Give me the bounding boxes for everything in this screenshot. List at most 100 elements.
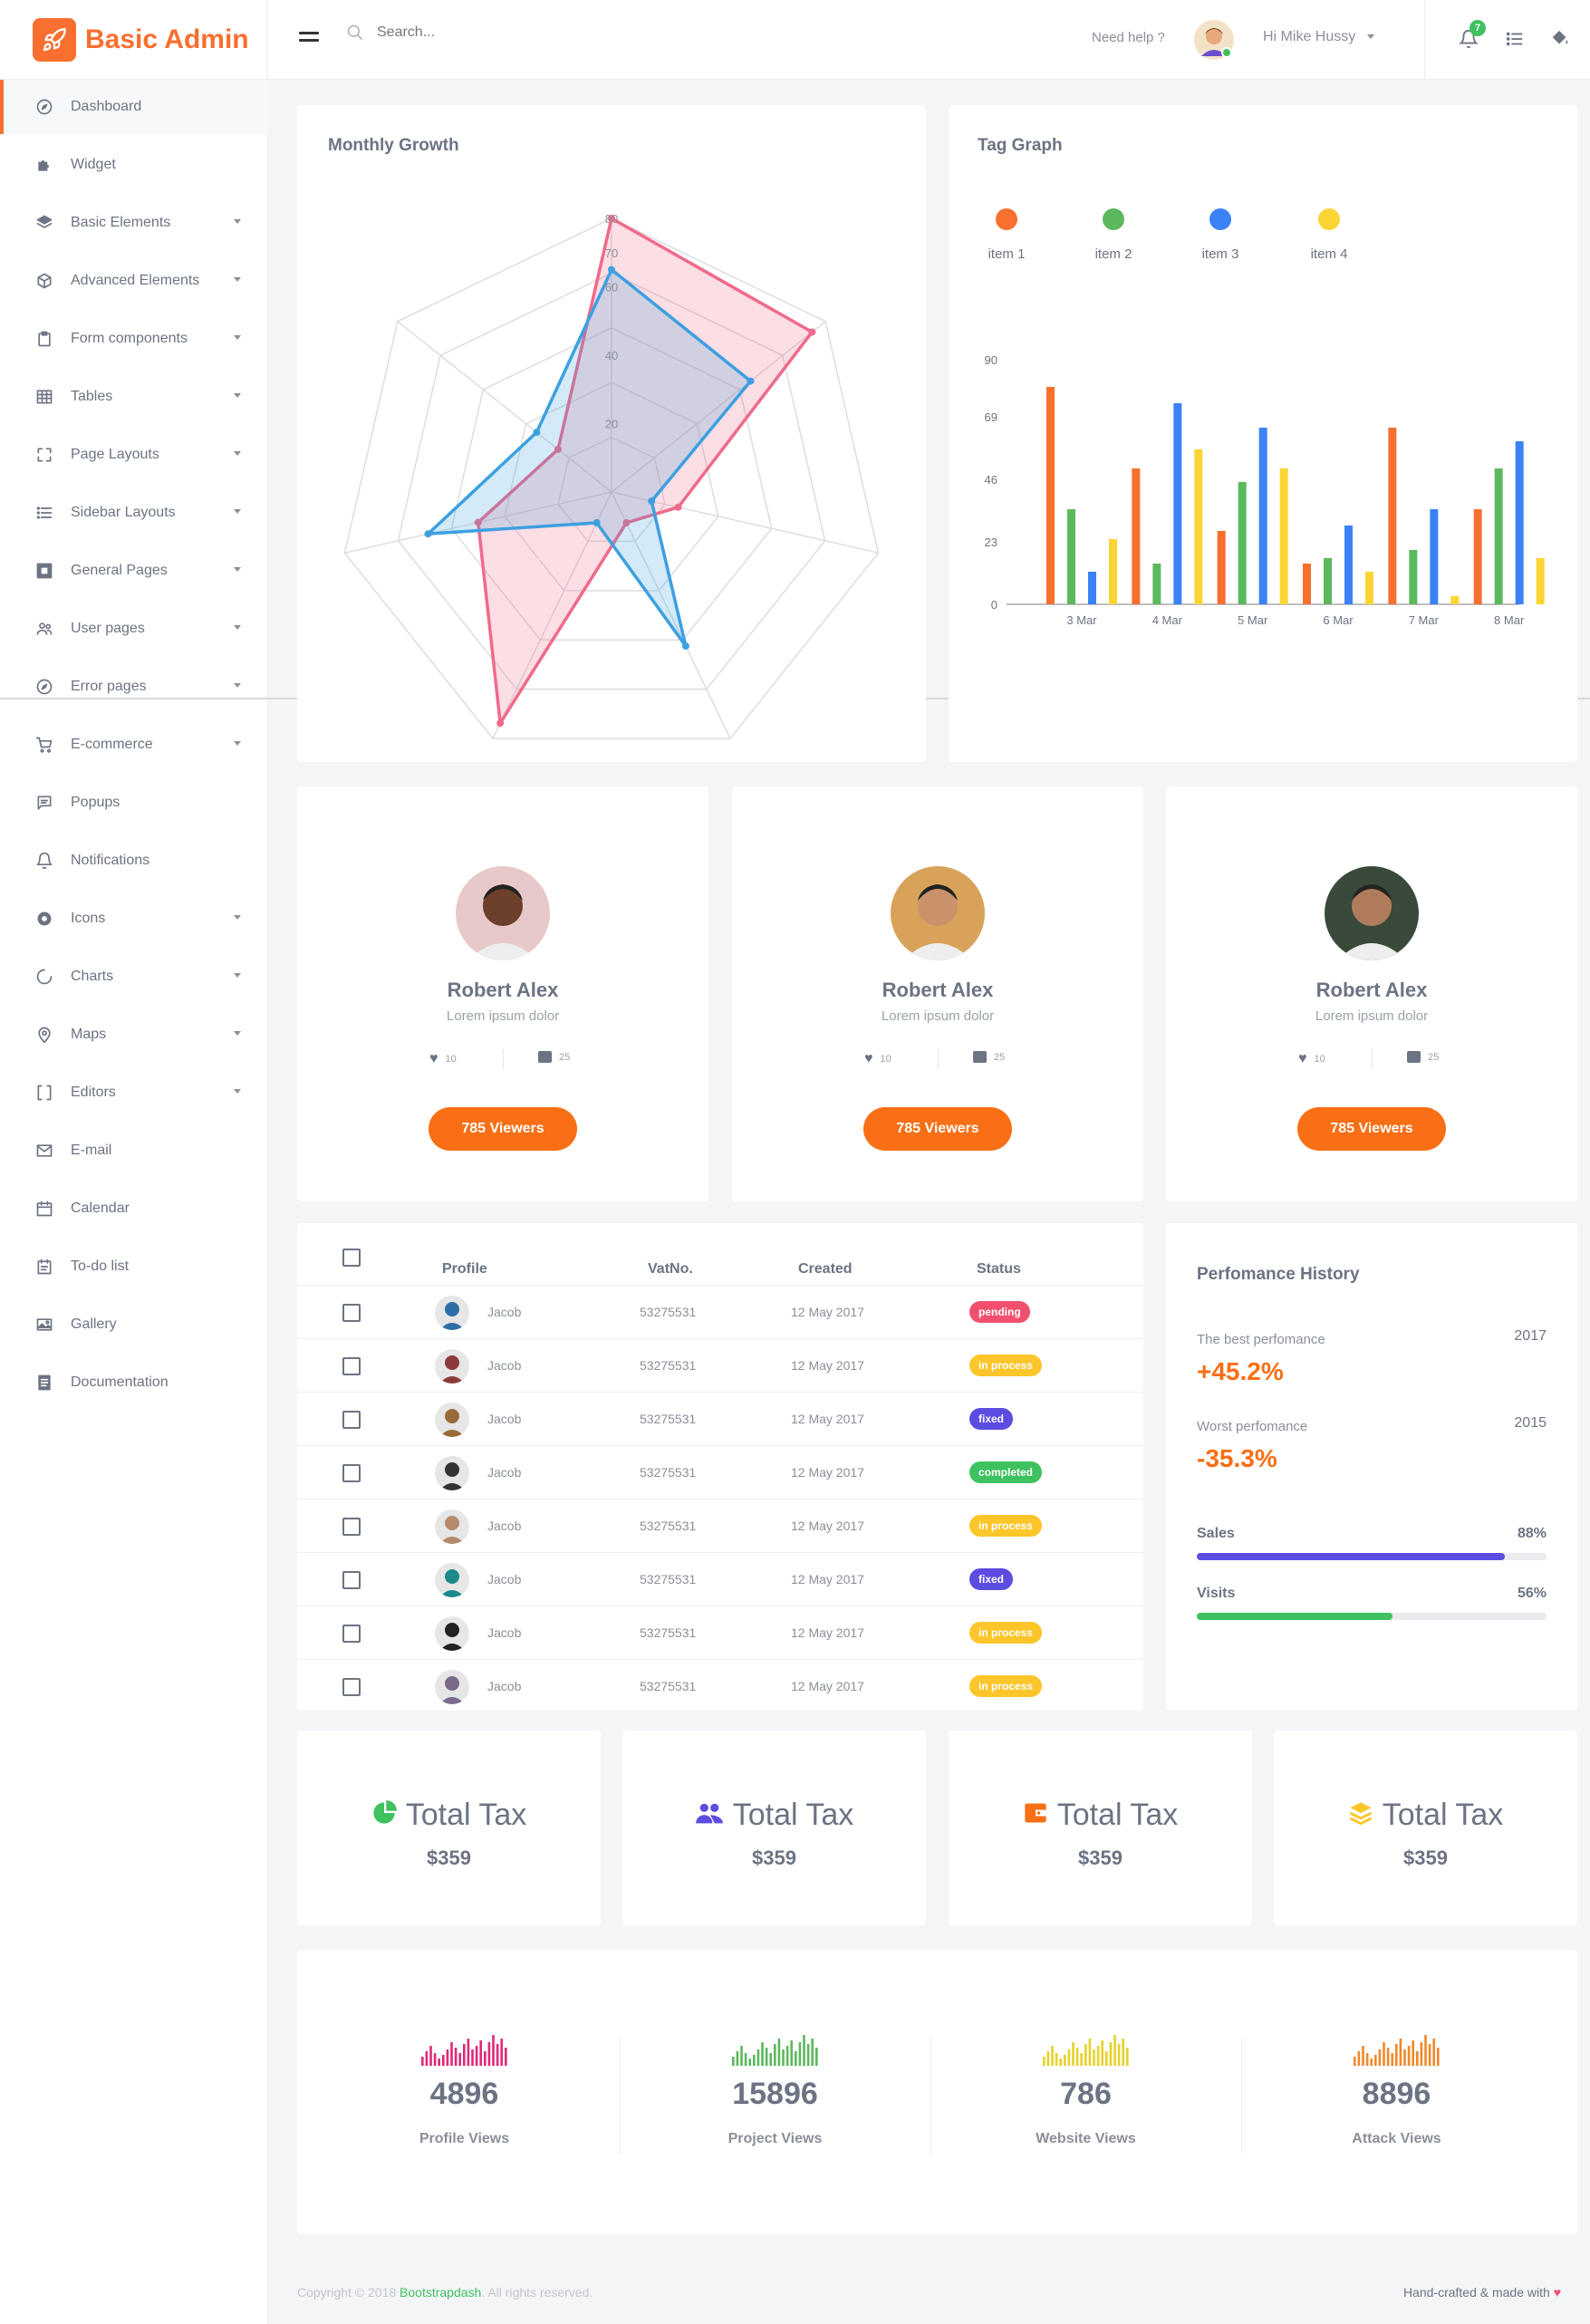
comments[interactable]: 25 (1407, 1051, 1439, 1063)
sidebar-item-label: General Pages (71, 563, 168, 578)
sidebar-item-label: Charts (71, 969, 114, 984)
viewers-button[interactable]: 785 Viewers (1297, 1107, 1446, 1151)
row-checkbox[interactable] (342, 1678, 361, 1696)
row-checkbox[interactable] (342, 1357, 361, 1375)
profile-name: Jacob (487, 1625, 522, 1640)
sidebar-item-charts[interactable]: Charts (0, 950, 268, 1004)
legend-label[interactable]: item 3 (1201, 246, 1239, 262)
legend-label[interactable]: item 4 (1310, 246, 1348, 262)
profile-subtitle: Lorem ipsum dolor (446, 1008, 560, 1024)
sidebar-item-error-pages[interactable]: Error pages (0, 660, 268, 714)
table-row[interactable]: Jacob 53275531 12 May 2017 fixed (297, 1392, 1143, 1445)
avatar[interactable] (1194, 20, 1234, 60)
x-tick-label: 7 Mar (1409, 613, 1440, 627)
profile-card: Robert Alex Lorem ipsum dolor ♥ 10 25 785 Vie… (1166, 786, 1577, 1201)
table-row[interactable]: Jacob 53275531 12 May 2017 in process (297, 1659, 1143, 1712)
x-tick-label: 4 Mar (1152, 613, 1183, 627)
row-checkbox[interactable] (342, 1411, 361, 1429)
row-checkbox[interactable] (342, 1464, 361, 1482)
tax-card: Total Tax $359 (1274, 1731, 1577, 1925)
sidebar-item-documentation[interactable]: Documentation (0, 1355, 268, 1410)
tax-amount: $359 (1403, 1847, 1448, 1869)
select-all-checkbox[interactable] (342, 1249, 361, 1267)
box-icon (34, 271, 54, 291)
bar (1409, 550, 1418, 604)
notifications-button[interactable]: 7 (1453, 20, 1486, 54)
search-input[interactable] (377, 24, 612, 41)
sidebar-item-popups[interactable]: Popups (0, 776, 268, 830)
sidebar-item-sidebar-layouts[interactable]: Sidebar Layouts (0, 486, 268, 540)
column-header[interactable]: Created (798, 1261, 853, 1277)
table-row[interactable]: Jacob 53275531 12 May 2017 in process (297, 1499, 1143, 1552)
table-row[interactable]: Jacob 53275531 12 May 2017 pending (297, 1285, 1143, 1338)
comments[interactable]: 25 (538, 1051, 570, 1063)
column-header[interactable]: VatNo. (648, 1261, 693, 1277)
bar (1473, 509, 1482, 604)
copyright-brand-link[interactable]: Bootstrapdash (400, 2285, 482, 2300)
sidebar-item-e-mail[interactable]: E-mail (0, 1123, 268, 1178)
likes[interactable]: ♥ 10 (429, 1051, 457, 1067)
tax-title: Total Tax (405, 1798, 527, 1832)
viewers-button[interactable]: 785 Viewers (429, 1107, 577, 1151)
viewers-button[interactable]: 785 Viewers (863, 1107, 1012, 1151)
comments-count: 25 (559, 1051, 571, 1063)
status-badge: pending (969, 1301, 1030, 1323)
sidebar-item-user-pages[interactable]: User pages (0, 602, 268, 656)
best-performance-year: 2017 (1514, 1328, 1547, 1344)
sidebar-item-gallery[interactable]: Gallery (0, 1297, 268, 1352)
bar (1238, 482, 1247, 604)
table-row[interactable]: Jacob 53275531 12 May 2017 in process (297, 1606, 1143, 1659)
pin-icon (34, 1025, 54, 1045)
chevron-down-icon (234, 1031, 241, 1036)
status-badge: completed (969, 1461, 1043, 1483)
sidebar-item-maps[interactable]: Maps (0, 1008, 268, 1062)
status-badge: fixed (969, 1568, 1014, 1590)
tax-title: Total Tax (1056, 1798, 1179, 1832)
radar-point (648, 497, 656, 506)
list-button[interactable] (1499, 24, 1530, 54)
avatar (435, 1509, 469, 1544)
sidebar-item-advanced-elements[interactable]: Advanced Elements (0, 254, 268, 308)
user-menu[interactable]: Hi Mike Hussy (1263, 29, 1374, 45)
heart-icon: ♥ (1298, 1051, 1307, 1066)
row-checkbox[interactable] (342, 1571, 361, 1589)
sidebar-item-notifications[interactable]: Notifications (0, 834, 268, 888)
comments[interactable]: 25 (973, 1051, 1005, 1063)
worst-performance-value: -35.3% (1197, 1444, 1277, 1472)
sidebar-item-dashboard[interactable]: Dashboard (0, 80, 268, 134)
search-box[interactable] (346, 24, 612, 42)
sidebar-item-page-layouts[interactable]: Page Layouts (0, 428, 268, 482)
sidebar-item-calendar[interactable]: Calendar (0, 1181, 268, 1236)
sales-progress-fill (1197, 1553, 1505, 1560)
sidebar-item-to-do-list[interactable]: To-do list (0, 1239, 268, 1294)
row-checkbox[interactable] (342, 1518, 361, 1536)
row-checkbox[interactable] (342, 1304, 361, 1322)
menu-toggle-icon[interactable] (299, 27, 319, 49)
avatar (435, 1456, 469, 1490)
sidebar-item-icons[interactable]: Icons (0, 892, 268, 946)
theme-button[interactable] (1545, 24, 1576, 54)
likes[interactable]: ♥ 10 (1298, 1051, 1325, 1067)
sidebar-item-widget[interactable]: Widget (0, 138, 268, 192)
sidebar-item-basic-elements[interactable]: Basic Elements (0, 196, 268, 250)
column-header[interactable]: Status (977, 1261, 1021, 1277)
legend-label[interactable]: item 1 (988, 246, 1026, 262)
sidebar-item-form-components[interactable]: Form components (0, 312, 268, 366)
likes[interactable]: ♥ 10 (864, 1051, 891, 1067)
legend-label[interactable]: item 2 (1094, 246, 1132, 262)
table-row[interactable]: Jacob 53275531 12 May 2017 in process (297, 1338, 1143, 1392)
table-row[interactable]: Jacob 53275531 12 May 2017 completed (297, 1445, 1143, 1499)
help-link[interactable]: Need help ? (1092, 30, 1165, 45)
row-checkbox[interactable] (342, 1625, 361, 1643)
sidebar-item-e-commerce[interactable]: E-commerce (0, 718, 268, 772)
sidebar-item-editors[interactable]: Editors (0, 1066, 268, 1120)
column-header[interactable]: Profile (442, 1261, 487, 1277)
table-row[interactable]: Jacob 53275531 12 May 2017 fixed (297, 1552, 1143, 1606)
stat-value: 786 (1060, 2077, 1112, 2111)
sidebar-item-tables[interactable]: Tables (0, 370, 268, 424)
radar-point (747, 377, 755, 385)
brand[interactable]: Basic Admin (0, 0, 268, 80)
sidebar-item-label: Page Layouts (71, 447, 159, 462)
sidebar-item-general-pages[interactable]: General Pages (0, 544, 268, 598)
comment-icon (973, 1051, 987, 1063)
